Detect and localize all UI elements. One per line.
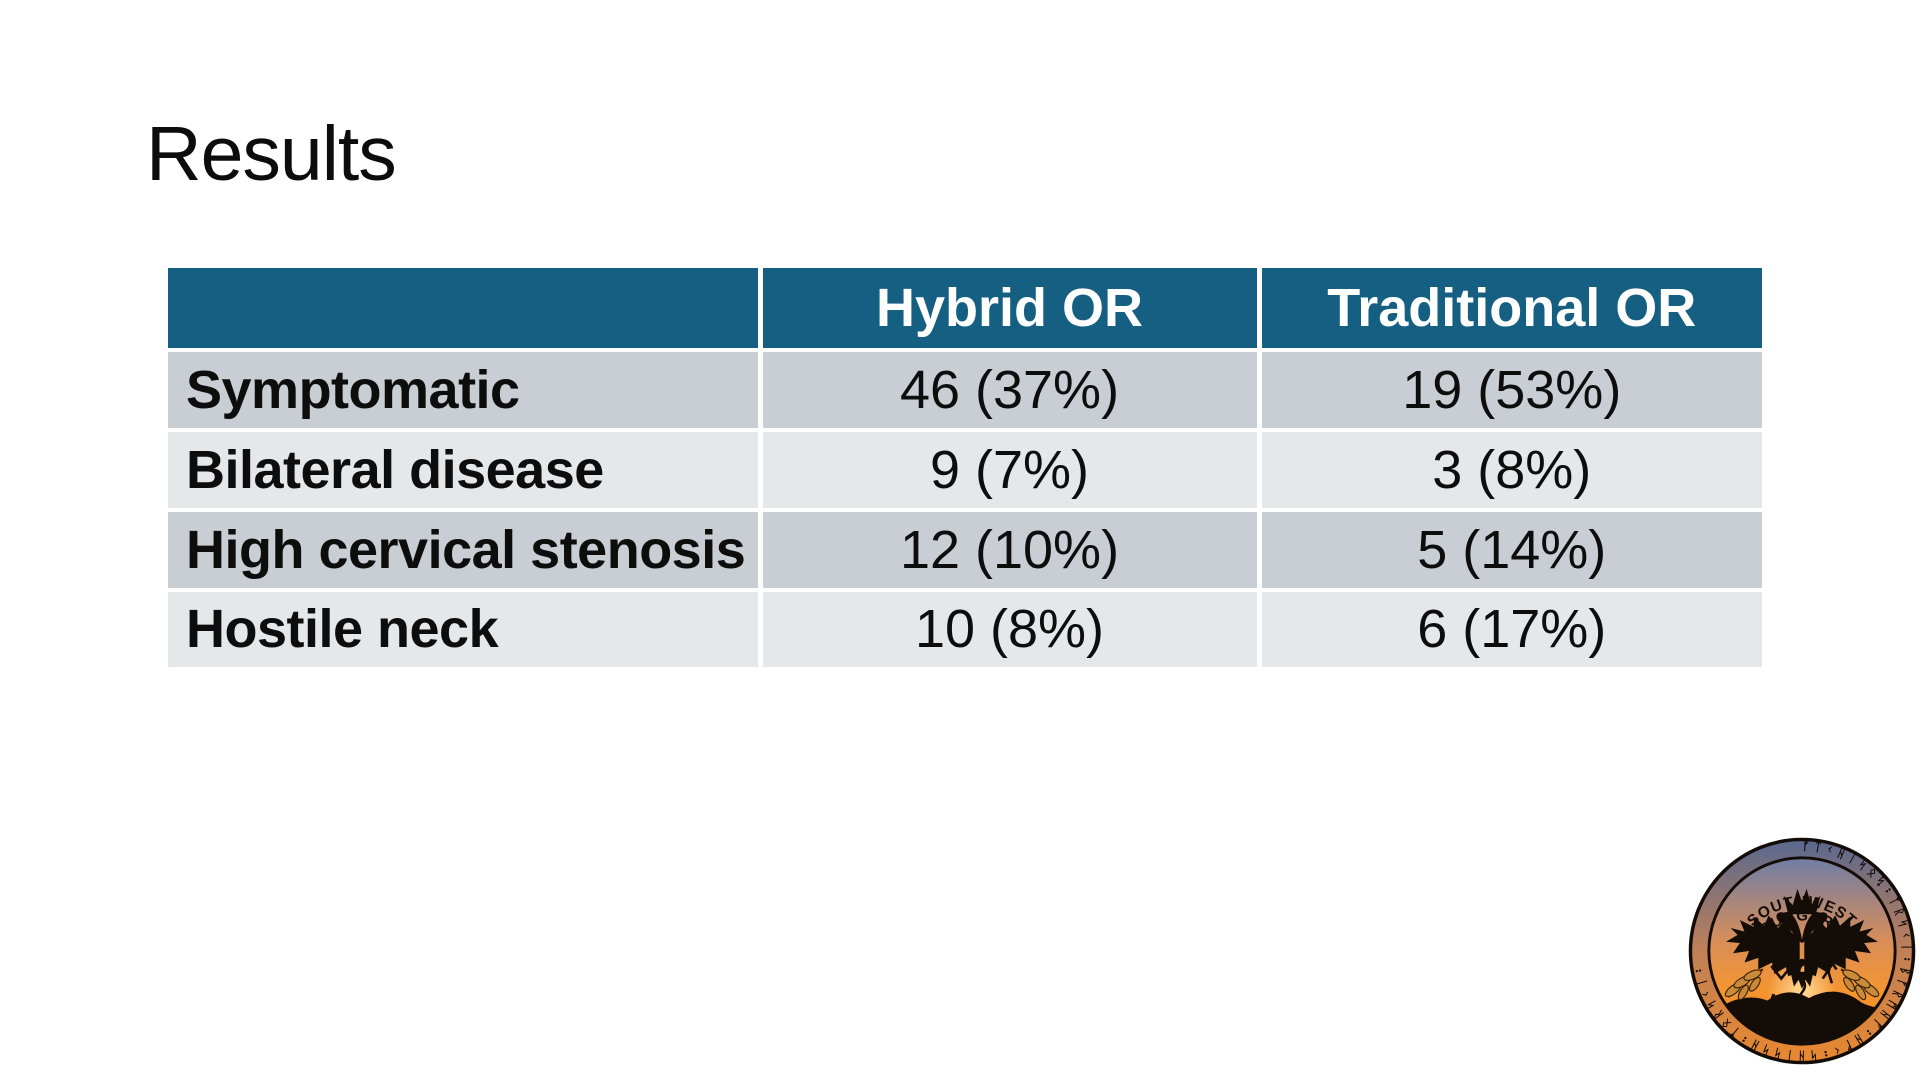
cell-high-cervical-traditional: 5 (14%) [1259, 510, 1762, 592]
southwest-surgery-seal-icon: ᚠᛏᚲᚺᛁᛋᛟᛪ᛬ᛉᚱᛋᚲᛁ᛬ᛒᚠᚱᛗᚺᚠ᛬ᚺᚠᚲ᛬ᛋᚺᛁᛋᛋᚺ᛬ᛉᛟᚱᛋᚲᛁ᛬ [1688, 838, 1916, 1064]
caduceus-icon [1797, 958, 1807, 1010]
row-label-hostile-neck: Hostile neck [168, 590, 763, 667]
cell-bilateral-hybrid: 9 (7%) [760, 430, 1262, 512]
table-row: Symptomatic 46 (37%) 19 (53%) [168, 350, 1762, 432]
laurel-branch-left [1724, 968, 1764, 1001]
cell-bilateral-traditional: 3 (8%) [1259, 430, 1762, 512]
laurel-branch-right [1840, 968, 1880, 1001]
cell-hostile-neck-traditional: 6 (17%) [1259, 590, 1762, 667]
rune-leg-ornament [1821, 952, 1838, 984]
table-row: Bilateral disease 9 (7%) 3 (8%) [168, 430, 1762, 512]
table-row: Hostile neck 10 (8%) 6 (17%) [168, 590, 1762, 667]
header-cell-empty [168, 268, 763, 352]
cell-high-cervical-hybrid: 12 (10%) [760, 510, 1262, 592]
cell-symptomatic-hybrid: 46 (37%) [760, 350, 1262, 432]
southwest-surgery-logo: ᚠᛏᚲᚺᛁᛋᛟᛪ᛬ᛉᚱᛋᚲᛁ᛬ᛒᚠᚱᛗᚺᚠ᛬ᚺᚠᚲ᛬ᛋᚺᛁᛋᛋᚺ᛬ᛉᛟᚱᛋᚲᛁ᛬ [1687, 836, 1917, 1066]
header-cell-hybrid-or: Hybrid OR [760, 268, 1262, 352]
row-label-symptomatic: Symptomatic [168, 350, 763, 432]
table-header-row: Hybrid OR Traditional OR [168, 268, 1762, 352]
page-title: Results [146, 111, 397, 197]
cell-hostile-neck-hybrid: 10 (8%) [760, 590, 1262, 667]
results-table: Hybrid OR Traditional OR Symptomatic 46 … [168, 268, 1762, 667]
row-label-bilateral-disease: Bilateral disease [168, 430, 763, 512]
row-label-high-cervical-stenosis: High cervical stenosis [168, 510, 763, 592]
double-eagle-icon [1726, 888, 1878, 989]
cell-symptomatic-traditional: 19 (53%) [1259, 350, 1762, 432]
table-row: High cervical stenosis 12 (10%) 5 (14%) [168, 510, 1762, 592]
header-cell-traditional-or: Traditional OR [1259, 268, 1762, 352]
diamond-ornament [1770, 953, 1793, 981]
